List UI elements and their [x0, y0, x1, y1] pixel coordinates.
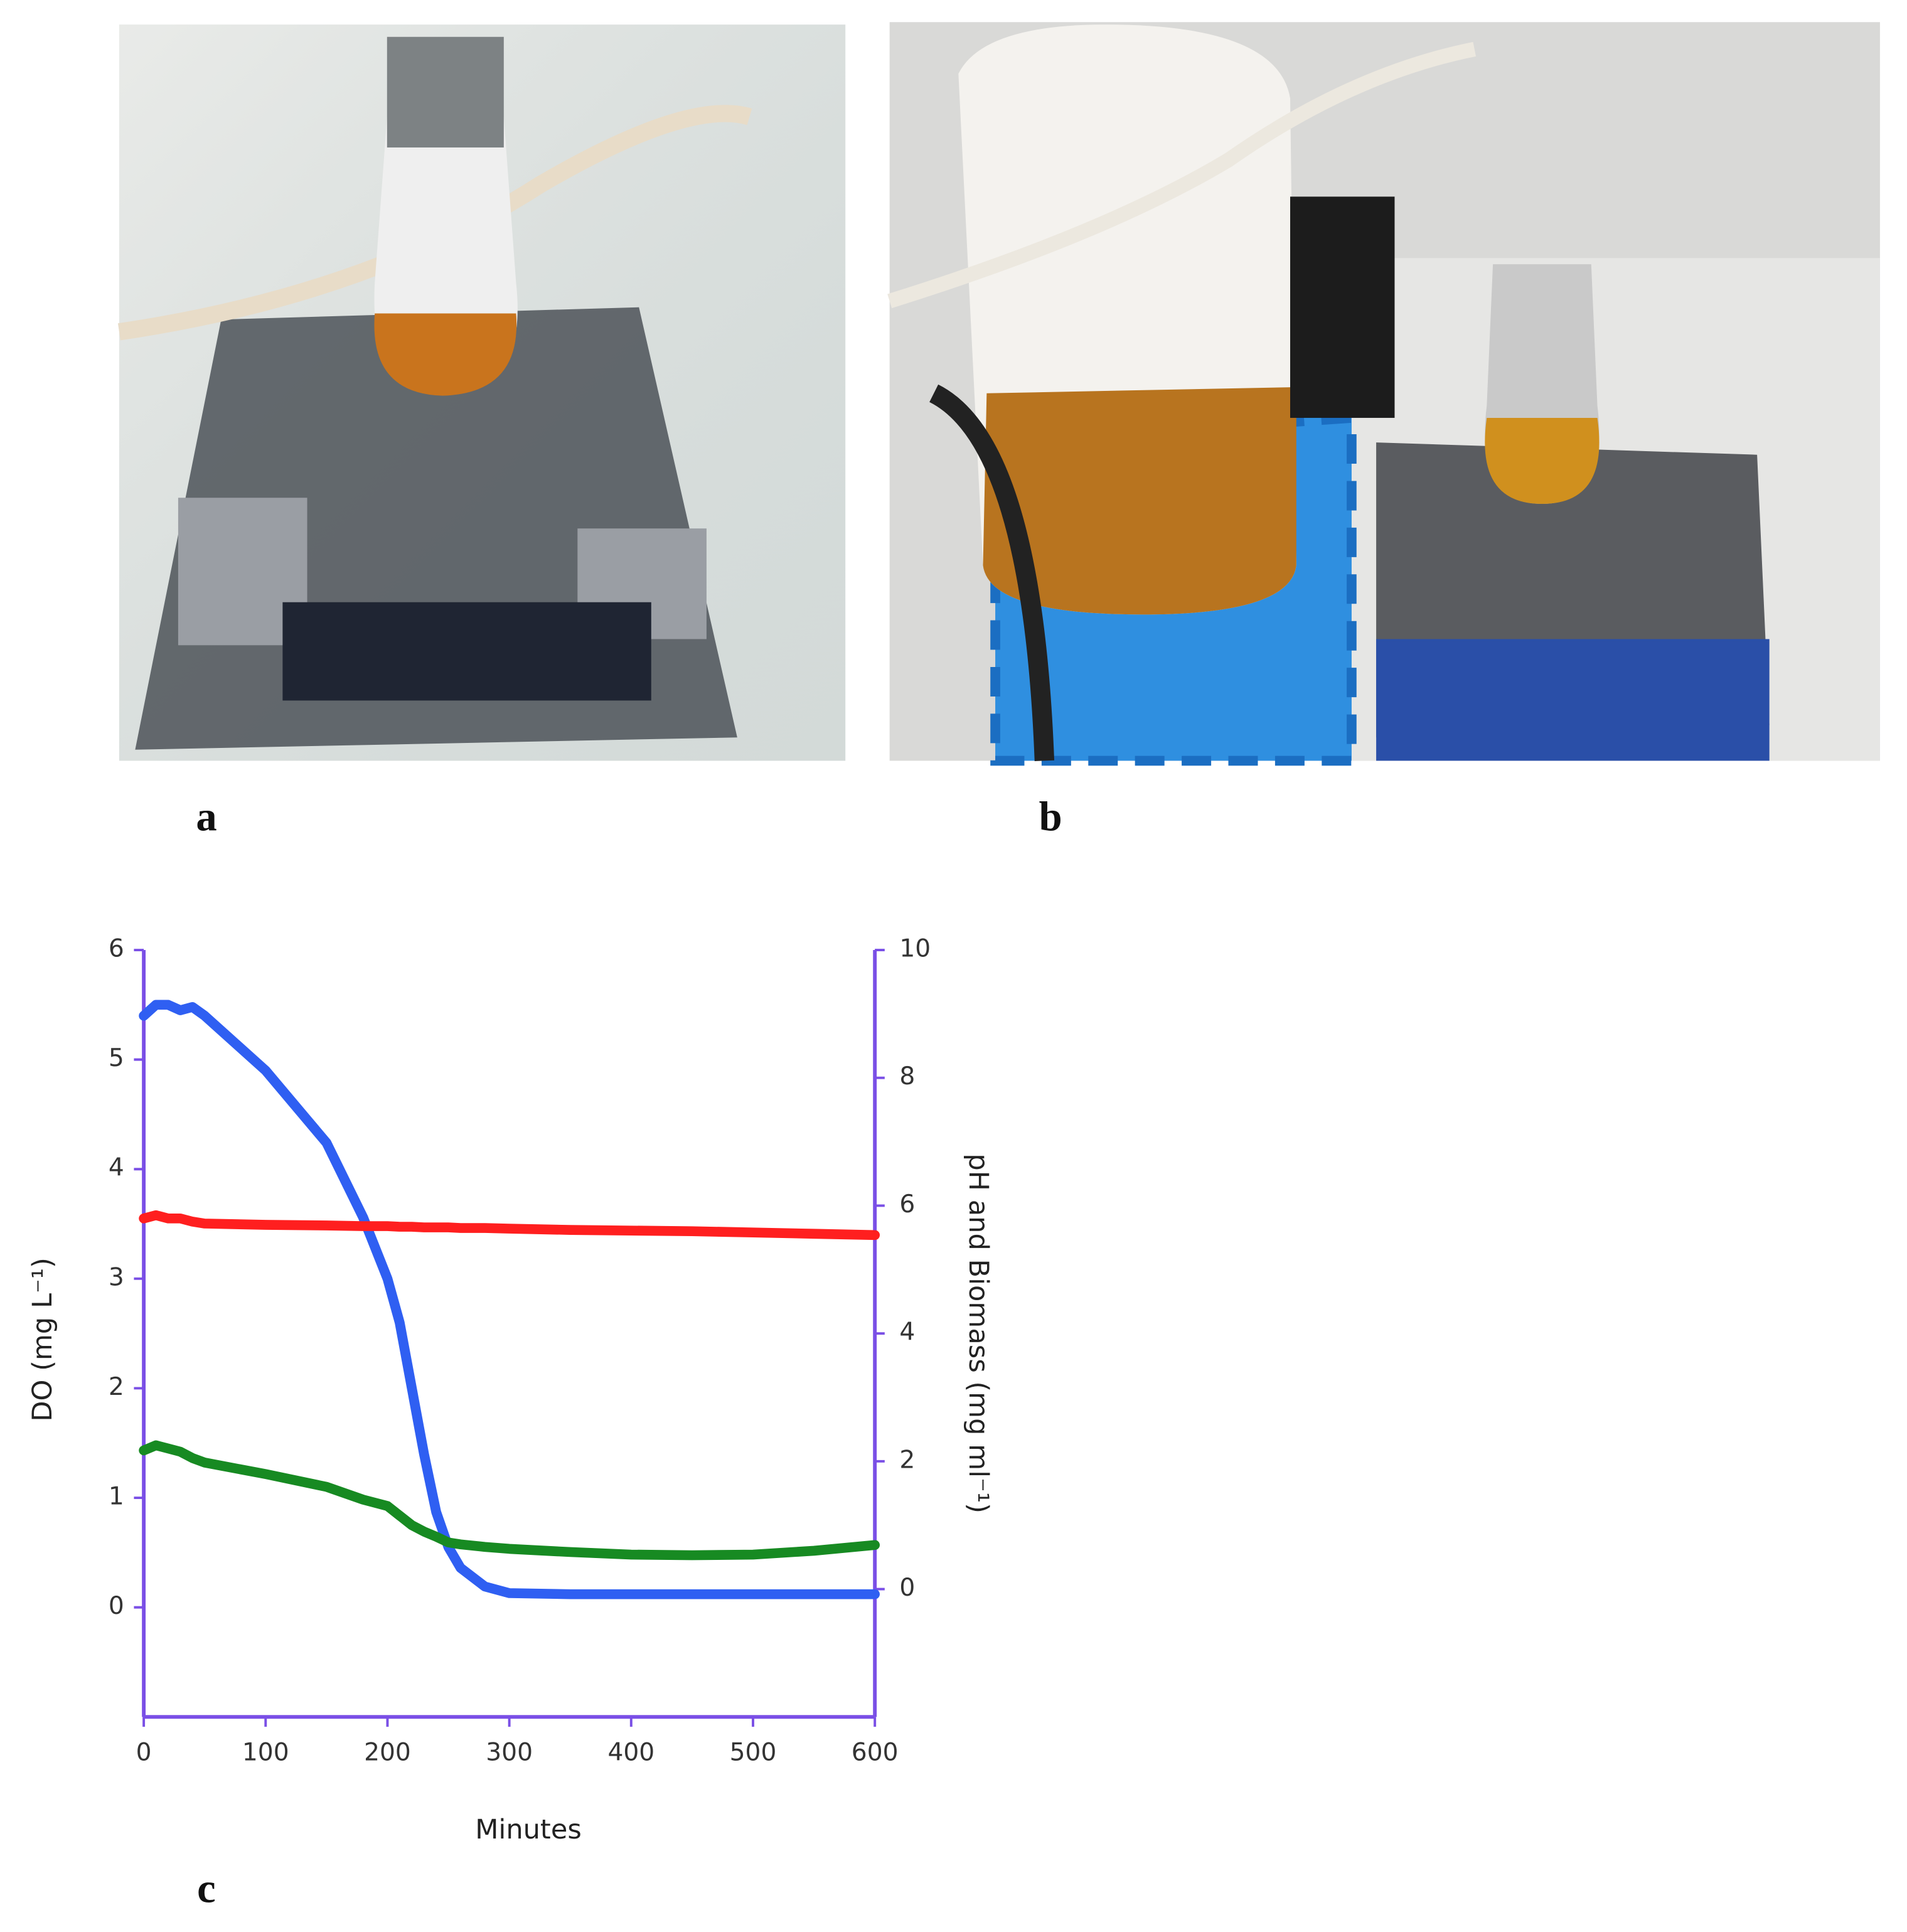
x-tick-label: 600 [852, 1738, 899, 1766]
x-tick-label: 500 [730, 1738, 777, 1766]
y-tick-label: 3 [109, 1263, 124, 1291]
y2-tick-label: 6 [899, 1190, 915, 1219]
y-tick-label: 2 [109, 1373, 124, 1401]
photo-a [117, 24, 846, 761]
panel-label: a [196, 794, 216, 840]
y2-axis-label: pH and Biomass (mg ml⁻¹) [963, 1153, 994, 1513]
y-tick-label: 5 [109, 1044, 124, 1072]
panel-label: b [1039, 794, 1062, 840]
data-line [139, 1210, 880, 1241]
x-axis-label: Minutes [475, 1814, 582, 1845]
panel-label: c [197, 1866, 216, 1912]
y-tick-label: 6 [109, 935, 124, 963]
y-tick-label: 1 [109, 1483, 124, 1511]
x-tick-label: 300 [486, 1738, 533, 1766]
x-tick-label: 200 [364, 1738, 411, 1766]
y2-tick-label: 4 [899, 1318, 915, 1347]
y-axis-label: DO (mg L⁻¹) [27, 1257, 58, 1421]
y2-tick-label: 0 [899, 1574, 915, 1602]
y2-tick-label: 10 [899, 935, 931, 963]
y2-tick-label: 2 [899, 1446, 915, 1474]
data-line [139, 1440, 880, 1561]
x-tick-label: 100 [242, 1738, 289, 1766]
data-line [139, 1000, 880, 1599]
y-tick-label: 0 [109, 1592, 124, 1620]
y2-tick-label: 8 [899, 1062, 915, 1091]
y-tick-label: 4 [109, 1154, 124, 1182]
x-tick-label: 400 [607, 1738, 654, 1766]
photo-b [887, 22, 1880, 766]
x-tick-label: 0 [136, 1738, 152, 1766]
